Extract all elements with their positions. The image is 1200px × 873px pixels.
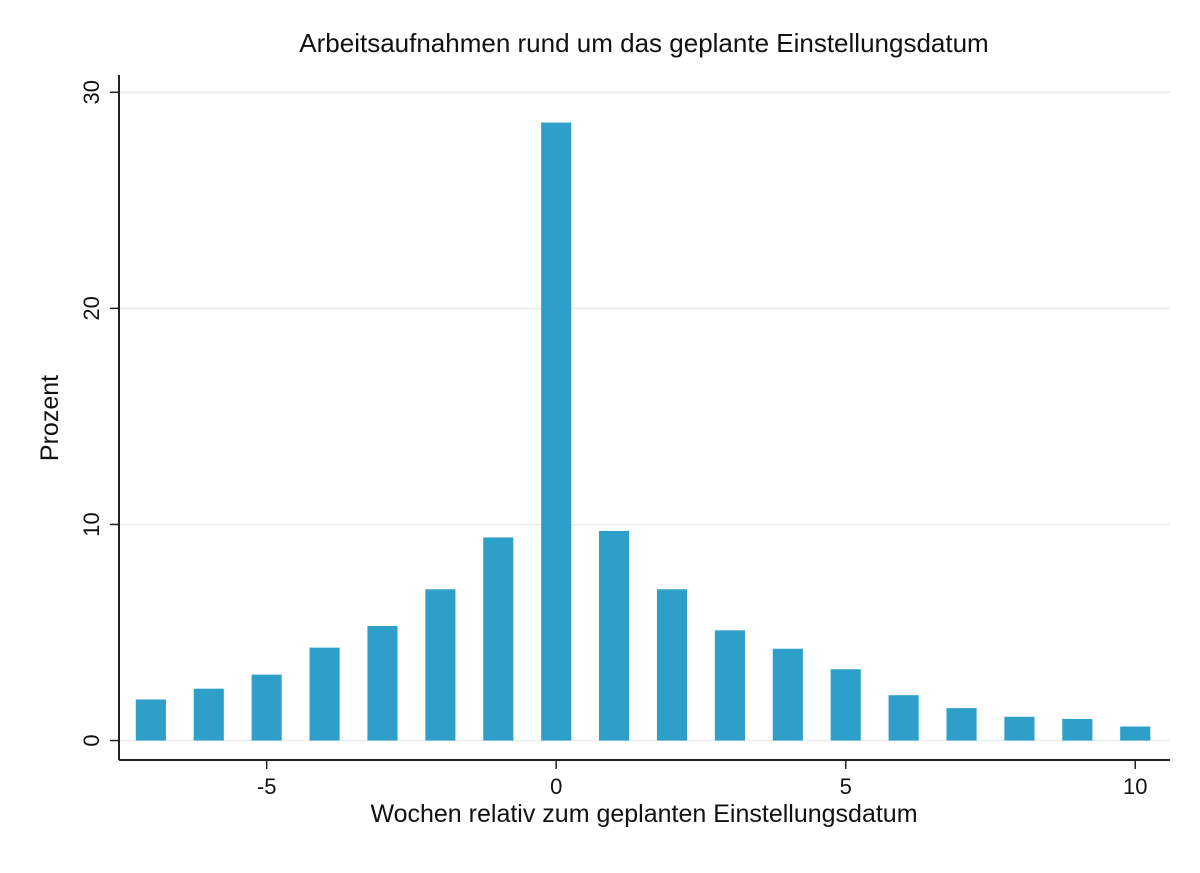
bar bbox=[888, 695, 919, 741]
y-tick-label: 0 bbox=[79, 734, 104, 746]
bar bbox=[135, 699, 166, 741]
y-tick-label: 30 bbox=[79, 80, 104, 104]
bar bbox=[714, 630, 745, 741]
bar bbox=[193, 688, 224, 741]
bar bbox=[1004, 716, 1035, 741]
bar bbox=[946, 708, 977, 741]
bar bbox=[1120, 726, 1151, 741]
chart-title: Arbeitsaufnahmen rund um das geplante Ei… bbox=[299, 28, 988, 58]
x-tick-label: 0 bbox=[550, 774, 562, 799]
bar bbox=[425, 589, 456, 741]
bar bbox=[772, 648, 803, 741]
y-tick-label: 20 bbox=[79, 296, 104, 320]
bar bbox=[251, 674, 282, 741]
x-tick-label: 5 bbox=[840, 774, 852, 799]
bar bbox=[599, 530, 630, 741]
x-axis-label: Wochen relativ zum geplanten Einstellung… bbox=[370, 800, 917, 828]
bar bbox=[309, 647, 340, 741]
bar bbox=[1062, 718, 1093, 741]
x-tick-label: 10 bbox=[1123, 774, 1147, 799]
y-tick-label: 10 bbox=[79, 512, 104, 536]
y-axis-label: Prozent bbox=[36, 375, 64, 461]
x-tick-label: -5 bbox=[257, 774, 277, 799]
bar bbox=[483, 537, 514, 741]
bar bbox=[367, 626, 398, 741]
bar bbox=[656, 589, 688, 741]
bar bbox=[830, 669, 861, 741]
bar bbox=[541, 122, 572, 741]
